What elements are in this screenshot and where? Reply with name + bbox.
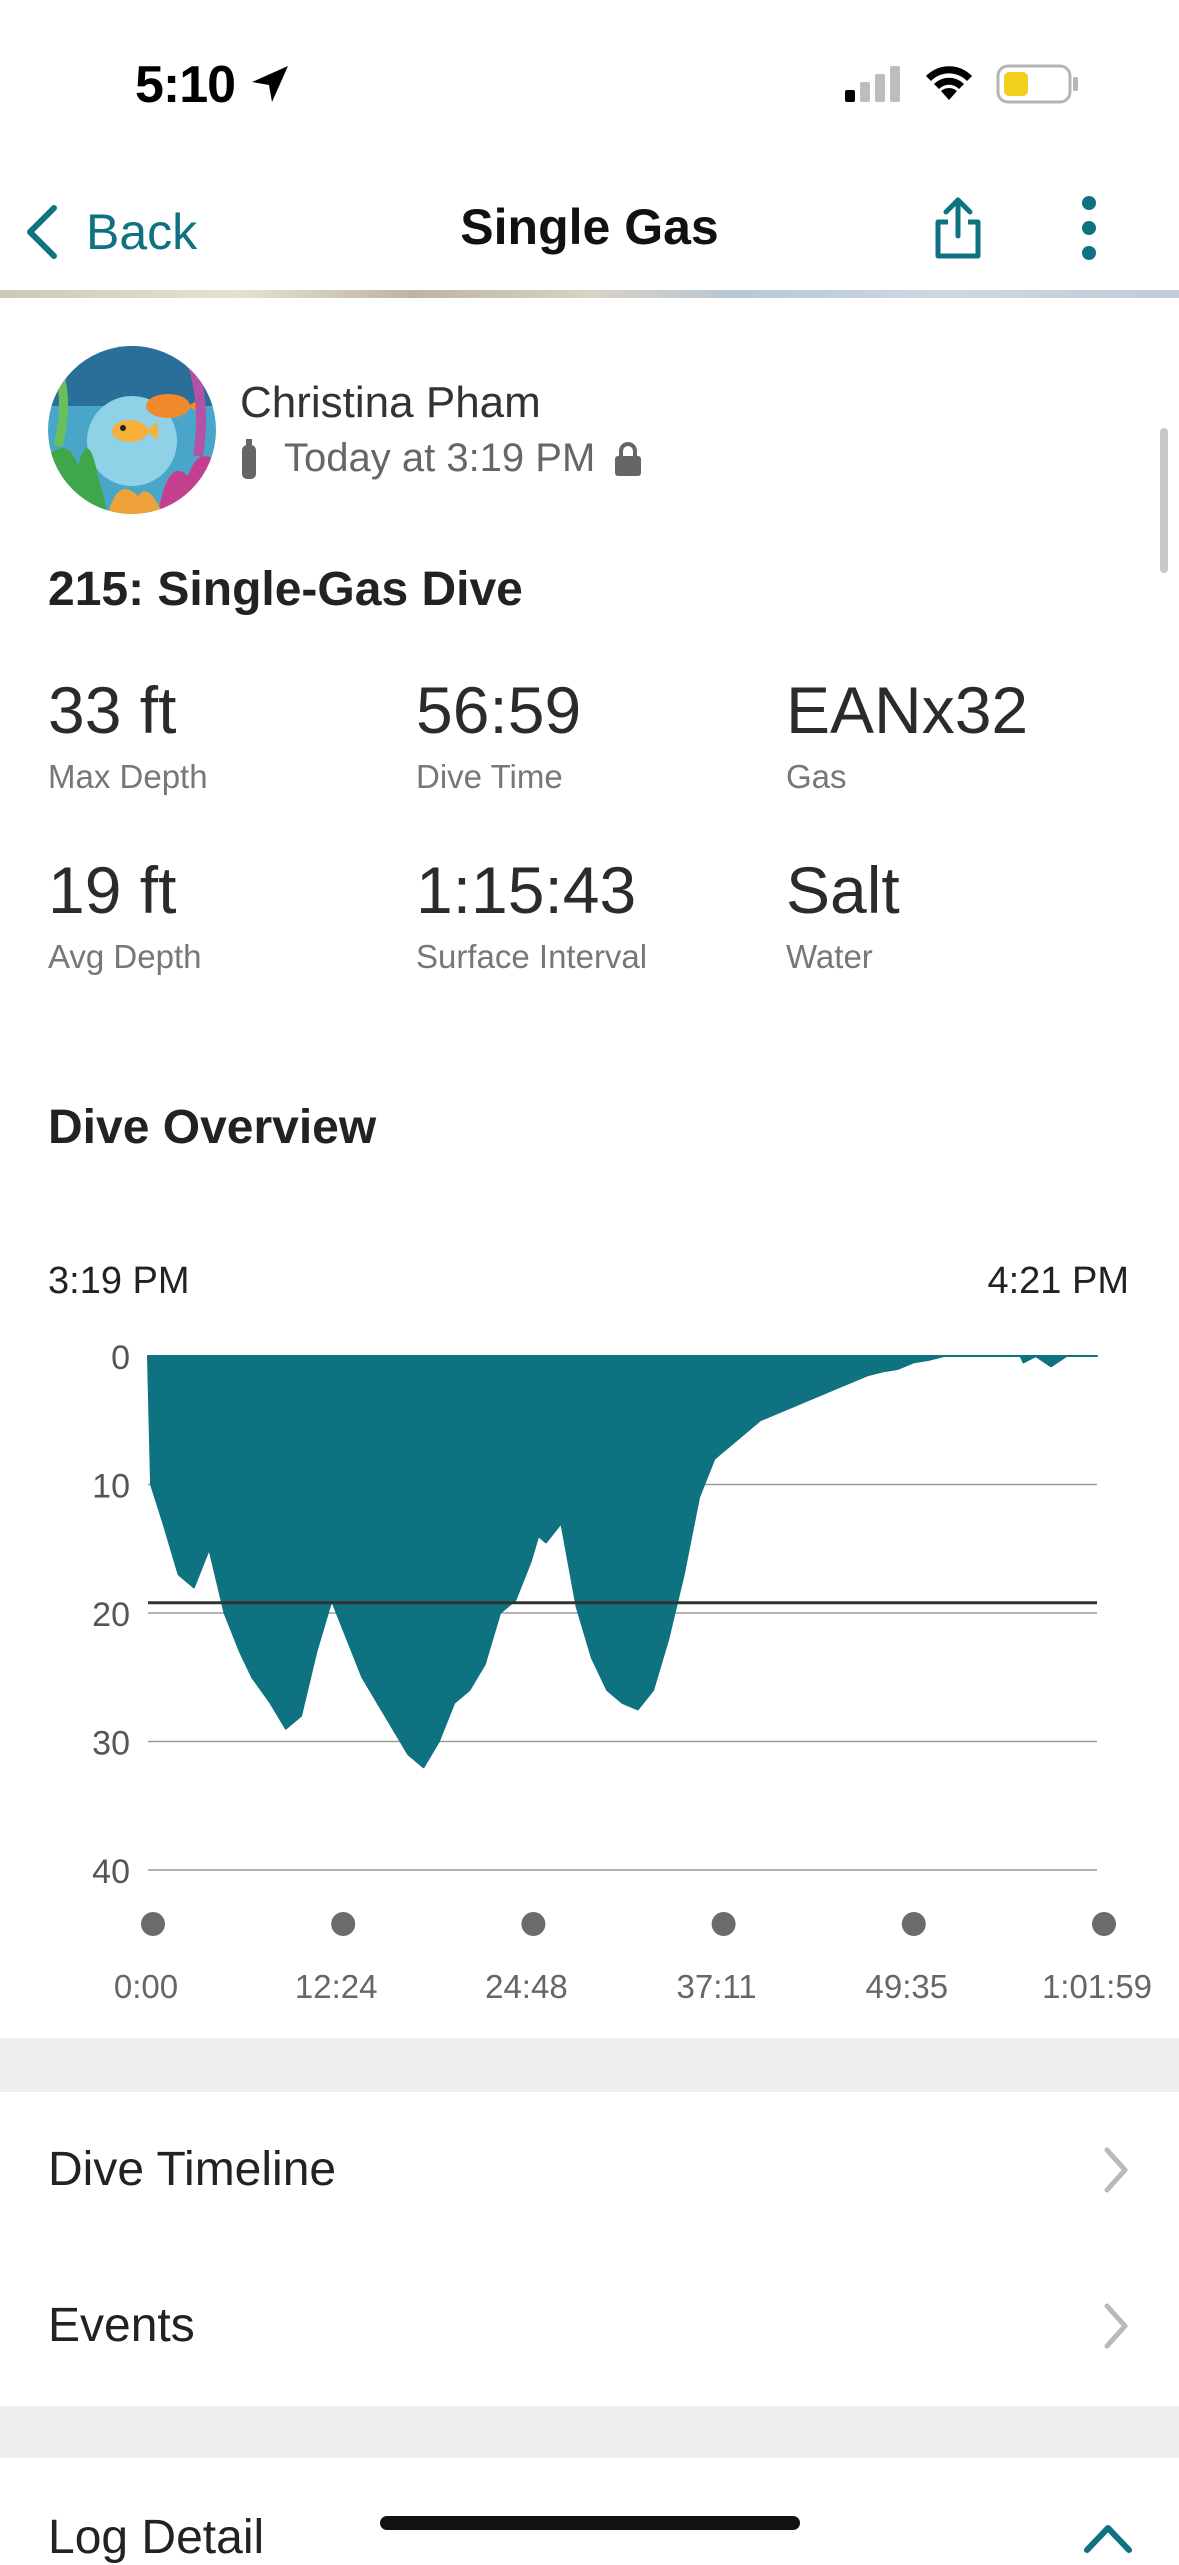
stat-value: 1:15:43 [416, 853, 637, 927]
y-tick-label: 30 [92, 1725, 130, 1763]
events-label: Events [48, 2299, 195, 2352]
x-tick-label: 12:24 [295, 1968, 378, 2005]
stat-value: EANx32 [786, 673, 1029, 747]
y-tick-label: 0 [111, 1339, 130, 1377]
stat-label: Avg Depth [48, 938, 202, 975]
x-tick-label: 49:35 [866, 1968, 949, 2005]
stat-surface-interval: 1:15:43 Surface Interval [416, 852, 647, 976]
stat-value: Salt [786, 853, 900, 927]
x-tick-label: 0:00 [114, 1968, 178, 2005]
user-name: Christina Pham [240, 378, 541, 427]
dive-profile-chart[interactable]: 0 10 20 30 40 0:00 12:24 24:48 37:11 49:35 1:01:59 [0, 1320, 1179, 2020]
stat-value: 19 ft [48, 853, 177, 927]
stat-label: Surface Interval [416, 938, 648, 975]
dive-meta: Today at 3:19 PM [240, 436, 643, 481]
stat-max-depth: 33 ft Max Depth [48, 672, 208, 796]
log-detail-row[interactable]: Log Detail [0, 2458, 1179, 2564]
cellular-signal-icon [845, 66, 900, 102]
chevron-up-icon [1084, 2525, 1132, 2553]
stat-value: 56:59 [416, 673, 582, 747]
x-tick-label: 24:48 [485, 1968, 568, 2005]
share-icon[interactable] [930, 194, 986, 264]
chevron-left-icon [27, 205, 57, 259]
section-divider [0, 2038, 1179, 2092]
avatar[interactable] [48, 346, 216, 514]
more-options-icon[interactable] [1072, 194, 1106, 264]
chart-start-time: 3:19 PM [48, 1260, 190, 1302]
page-title: Single Gas [460, 199, 719, 255]
x-tick-dot [901, 1912, 926, 1936]
events-row[interactable]: Events [0, 2248, 1179, 2404]
location-arrow-icon [252, 66, 288, 102]
x-tick-dot [331, 1912, 356, 1936]
dive-timeline-row[interactable]: Dive Timeline [0, 2092, 1179, 2248]
status-time: 5:10 [135, 56, 236, 114]
y-tick-label: 20 [92, 1596, 130, 1634]
battery-icon [996, 64, 1078, 104]
navigation-bar: Back Single Gas [0, 170, 1179, 294]
back-button[interactable]: Back [22, 192, 197, 272]
x-tick-dot [711, 1912, 736, 1936]
dive-summary-card [0, 298, 1179, 2038]
section-divider [0, 2406, 1179, 2458]
x-tick-label: 1:01:59 [1042, 1968, 1152, 2005]
wifi-icon [926, 66, 972, 100]
x-tick-dot [1092, 1912, 1116, 1936]
status-bar: 5:10 [0, 0, 1179, 170]
stat-dive-time: 56:59 Dive Time [416, 672, 581, 796]
stat-gas: EANx32 Gas [786, 672, 1028, 796]
home-indicator[interactable] [380, 2516, 800, 2530]
dive-timeline-label: Dive Timeline [48, 2143, 337, 2196]
log-detail-label: Log Detail [48, 2511, 265, 2564]
stat-label: Gas [786, 758, 847, 795]
stat-value: 33 ft [48, 673, 177, 747]
x-tick-dot [521, 1912, 546, 1936]
x-tick-dot [141, 1912, 165, 1936]
chart-end-time: 4:21 PM [987, 1260, 1129, 1302]
stat-water: Salt Water [786, 852, 900, 976]
x-tick-label: 37:11 [677, 1968, 757, 2005]
y-tick-label: 10 [92, 1468, 130, 1506]
y-tick-label: 40 [92, 1853, 130, 1891]
stat-label: Dive Time [416, 758, 563, 795]
dive-date: Today at 3:19 PM [284, 436, 596, 480]
chevron-right-icon [1104, 2303, 1128, 2349]
lock-icon [615, 441, 642, 476]
depth-area [147, 1355, 1098, 1769]
stat-avg-depth: 19 ft Avg Depth [48, 852, 202, 976]
section-title-dive-overview: Dive Overview [48, 1101, 377, 1154]
stat-label: Max Depth [48, 758, 208, 795]
dive-title: 215: Single-Gas Dive [48, 563, 523, 616]
tank-icon [242, 438, 256, 479]
coral-reef-avatar-image [48, 346, 216, 514]
scrollbar[interactable] [1160, 428, 1168, 573]
stat-label: Water [786, 938, 873, 975]
map-background [0, 290, 1179, 298]
chevron-right-icon [1104, 2147, 1128, 2193]
back-label: Back [86, 204, 198, 260]
